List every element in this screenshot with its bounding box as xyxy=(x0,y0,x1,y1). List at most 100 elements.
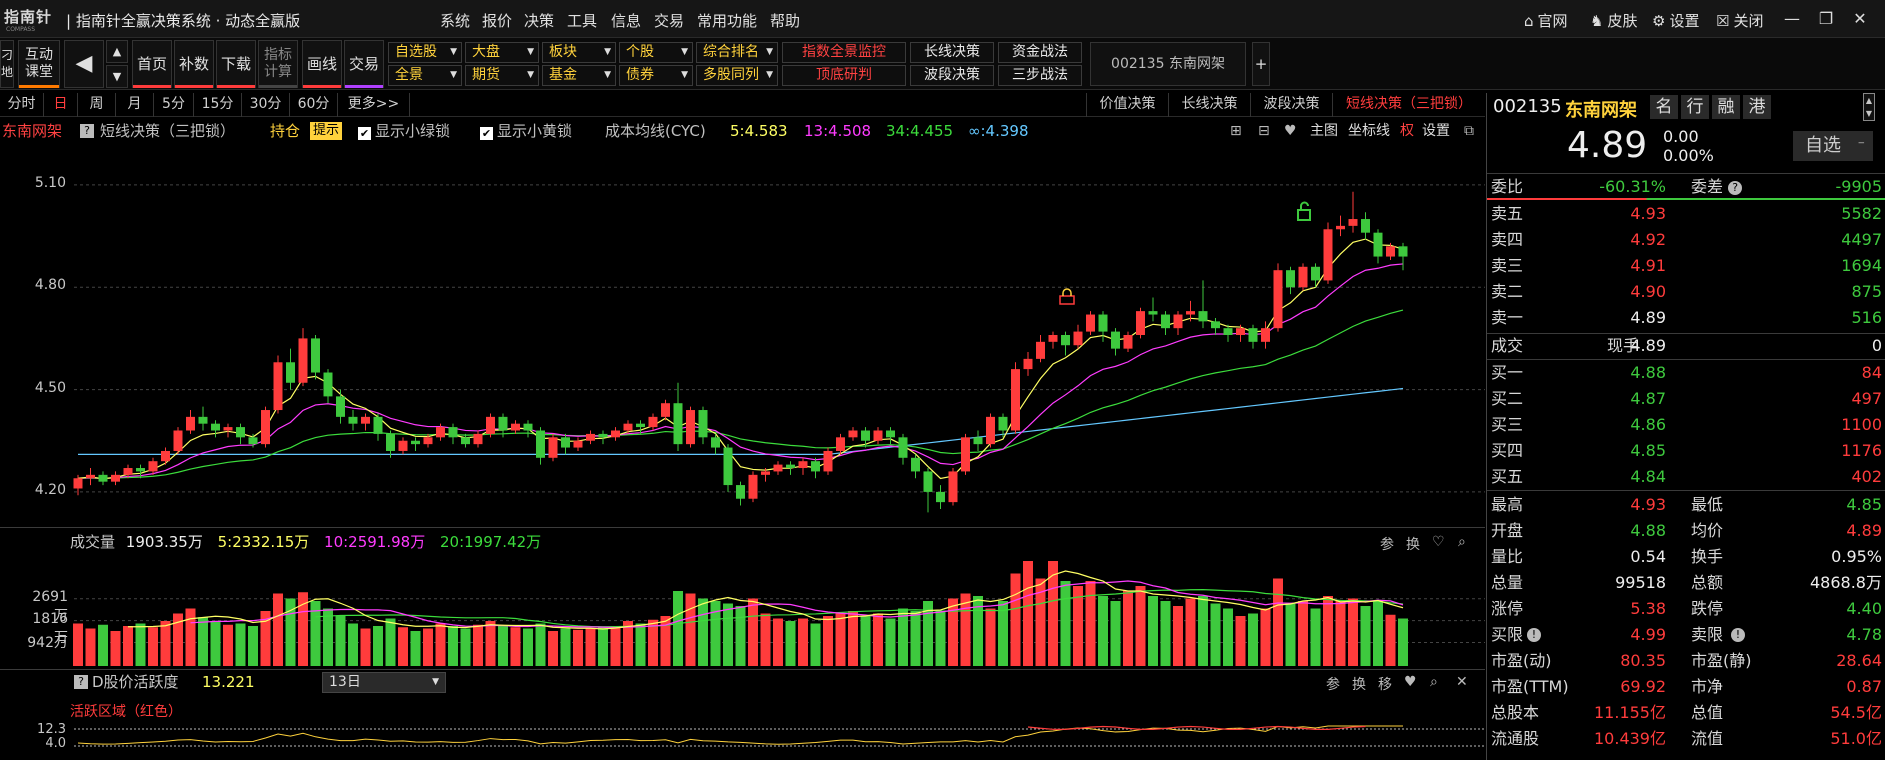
quote-scroll-button[interactable]: ▲ ▼ xyxy=(1863,93,1875,121)
volume-param-button[interactable]: 参 xyxy=(1380,537,1394,553)
menu-common[interactable]: 常用功能 xyxy=(697,12,758,30)
supplement-data-button[interactable]: 补数 xyxy=(174,40,214,88)
show-yellow-lock-checkbox[interactable]: ✔ 显示小黄锁 xyxy=(480,122,573,140)
chart-settings-button[interactable]: 设置 xyxy=(1422,123,1450,139)
indicator-calc-button[interactable]: 指标 计算 xyxy=(258,40,298,88)
settings-button[interactable]: ⚙ 设置 xyxy=(1652,12,1700,30)
info-icon[interactable]: ! xyxy=(1527,628,1541,642)
volume-bar xyxy=(1348,598,1358,666)
heart-icon[interactable]: ♥ xyxy=(1284,123,1297,139)
show-green-lock-checkbox[interactable]: ✔ 显示小绿锁 xyxy=(358,122,451,140)
official-site-button[interactable]: ⌂ 官网 xyxy=(1524,12,1568,30)
main-chart-button[interactable]: 主图 xyxy=(1310,123,1338,139)
window-close-button[interactable]: ✕ xyxy=(1853,9,1867,28)
heart-icon[interactable]: ♡ xyxy=(1432,534,1445,550)
tag-industry[interactable]: 行 xyxy=(1681,95,1709,119)
red-lock-icon[interactable] xyxy=(1059,288,1075,305)
activity-move-button[interactable]: 移 xyxy=(1378,677,1392,693)
futures-dropdown[interactable]: 期货 xyxy=(465,65,539,86)
back-arrow-button[interactable]: ◀ xyxy=(64,40,104,88)
download-button[interactable]: 下载 xyxy=(216,40,256,88)
candle xyxy=(498,413,508,438)
menu-quote[interactable]: 报价 xyxy=(482,12,513,30)
tag-hk[interactable]: 港 xyxy=(1743,95,1771,119)
tag-name[interactable]: 名 xyxy=(1650,95,1678,119)
tab-swing-decision[interactable]: 波段决策 xyxy=(1250,93,1332,117)
menu-trade[interactable]: 交易 xyxy=(654,12,685,30)
tab-short-decision[interactable]: 短线决策（三把锁） xyxy=(1332,93,1485,117)
candlestick-chart[interactable] xyxy=(0,144,1485,526)
tab-5min[interactable]: 5分 xyxy=(154,93,194,117)
swing-decision-button[interactable]: 波段决策 xyxy=(910,65,994,86)
long-term-decision-button[interactable]: 长线决策 xyxy=(910,42,994,63)
tab-15min[interactable]: 15分 xyxy=(194,93,242,117)
add-watchlist-button[interactable]: 自选 ⁻ xyxy=(1793,131,1873,161)
green-lock-icon[interactable] xyxy=(1297,201,1311,221)
stat-label: 市盈(动) xyxy=(1491,651,1552,670)
capital-strategy-button[interactable]: 资金战法 xyxy=(998,42,1082,63)
rights-button[interactable]: 权 xyxy=(1400,123,1414,139)
search-icon[interactable]: ⌕ xyxy=(1430,674,1438,690)
menu-decision[interactable]: 决策 xyxy=(524,12,555,30)
heart-icon[interactable]: ♥ xyxy=(1404,674,1417,690)
tab-daily[interactable]: 日 xyxy=(44,93,78,117)
menu-help[interactable]: 帮助 xyxy=(770,12,801,30)
stock-tab[interactable]: 002135 东南网架 xyxy=(1090,42,1246,86)
fund-dropdown[interactable]: 基金 xyxy=(542,65,616,86)
volume-bar xyxy=(1098,596,1108,666)
search-icon[interactable]: ⌕ xyxy=(1458,534,1466,550)
help-icon[interactable]: ? xyxy=(74,675,88,689)
watchlist-dropdown[interactable]: 自选股 xyxy=(388,42,462,63)
tab-more[interactable]: 更多>> xyxy=(338,93,410,117)
activity-period-select[interactable]: 13日 ▼ xyxy=(322,672,446,693)
tab-60min[interactable]: 60分 xyxy=(290,93,338,117)
menu-tools[interactable]: 工具 xyxy=(567,12,598,30)
skin-button[interactable]: ♞ 皮肤 xyxy=(1590,12,1638,30)
info-icon[interactable]: ! xyxy=(1731,628,1745,642)
expand-icon[interactable]: ⧉ xyxy=(1464,123,1474,139)
menu-info[interactable]: 信息 xyxy=(611,12,642,30)
zoom-out-icon[interactable]: ⊟ xyxy=(1258,123,1270,139)
index-monitor-button[interactable]: 指数全景监控 xyxy=(782,42,906,63)
help-icon[interactable]: ? xyxy=(1728,181,1743,195)
trade-button[interactable]: 交易 xyxy=(344,40,384,88)
menu-system[interactable]: 系统 xyxy=(440,12,471,30)
tab-value-decision[interactable]: 价值决策 xyxy=(1086,93,1168,117)
cyc5-value: 5:4.583 xyxy=(730,122,788,140)
volume-bar xyxy=(635,623,646,666)
stat-label: 涨停 xyxy=(1491,599,1524,618)
tag-margin[interactable]: 融 xyxy=(1712,95,1740,119)
interactive-classroom-button[interactable]: 互动 课堂 xyxy=(18,40,60,88)
volume-switch-button[interactable]: 换 xyxy=(1406,537,1420,553)
three-step-button[interactable]: 三步战法 xyxy=(998,65,1082,86)
top-bottom-button[interactable]: 顶底研判 xyxy=(782,65,906,86)
minimize-button[interactable]: — xyxy=(1784,9,1800,28)
restore-button[interactable]: ❐ xyxy=(1818,9,1834,28)
scroll-down-button[interactable]: ▼ xyxy=(106,65,128,88)
activity-param-button[interactable]: 参 xyxy=(1326,677,1340,693)
stock-dropdown[interactable]: 个股 xyxy=(619,42,693,63)
home-button[interactable]: 首页 xyxy=(132,40,172,88)
scroll-up-button[interactable]: ▲ xyxy=(106,40,128,63)
tab-weekly[interactable]: 周 xyxy=(78,93,116,117)
draw-line-button[interactable]: 画线 xyxy=(302,40,342,88)
partial-toolbar-button[interactable]: 刁 地 xyxy=(0,40,14,88)
add-tab-button[interactable]: + xyxy=(1252,42,1270,86)
tab-monthly[interactable]: 月 xyxy=(116,93,154,117)
multi-stock-dropdown[interactable]: 多股同列 xyxy=(696,65,778,86)
close-icon[interactable]: ✕ xyxy=(1456,674,1468,690)
market-dropdown[interactable]: 大盘 xyxy=(465,42,539,63)
tab-timeshare[interactable]: 分时 xyxy=(0,93,44,117)
tab-long-decision[interactable]: 长线决策 xyxy=(1168,93,1250,117)
bond-dropdown[interactable]: 债券 xyxy=(619,65,693,86)
activity-switch-button[interactable]: 换 xyxy=(1352,677,1366,693)
close-text-button[interactable]: ☒ 关闭 xyxy=(1716,12,1764,30)
panorama-dropdown[interactable]: 全景 xyxy=(388,65,462,86)
ranking-dropdown[interactable]: 综合排名 xyxy=(696,42,778,63)
zoom-in-icon[interactable]: ⊞ xyxy=(1230,123,1242,139)
axis-line-button[interactable]: 坐标线 xyxy=(1348,123,1390,139)
sector-dropdown[interactable]: 板块 xyxy=(542,42,616,63)
tab-30min[interactable]: 30分 xyxy=(242,93,290,117)
help-icon[interactable]: ? xyxy=(80,124,94,138)
hint-button[interactable]: 提示 xyxy=(310,122,343,140)
